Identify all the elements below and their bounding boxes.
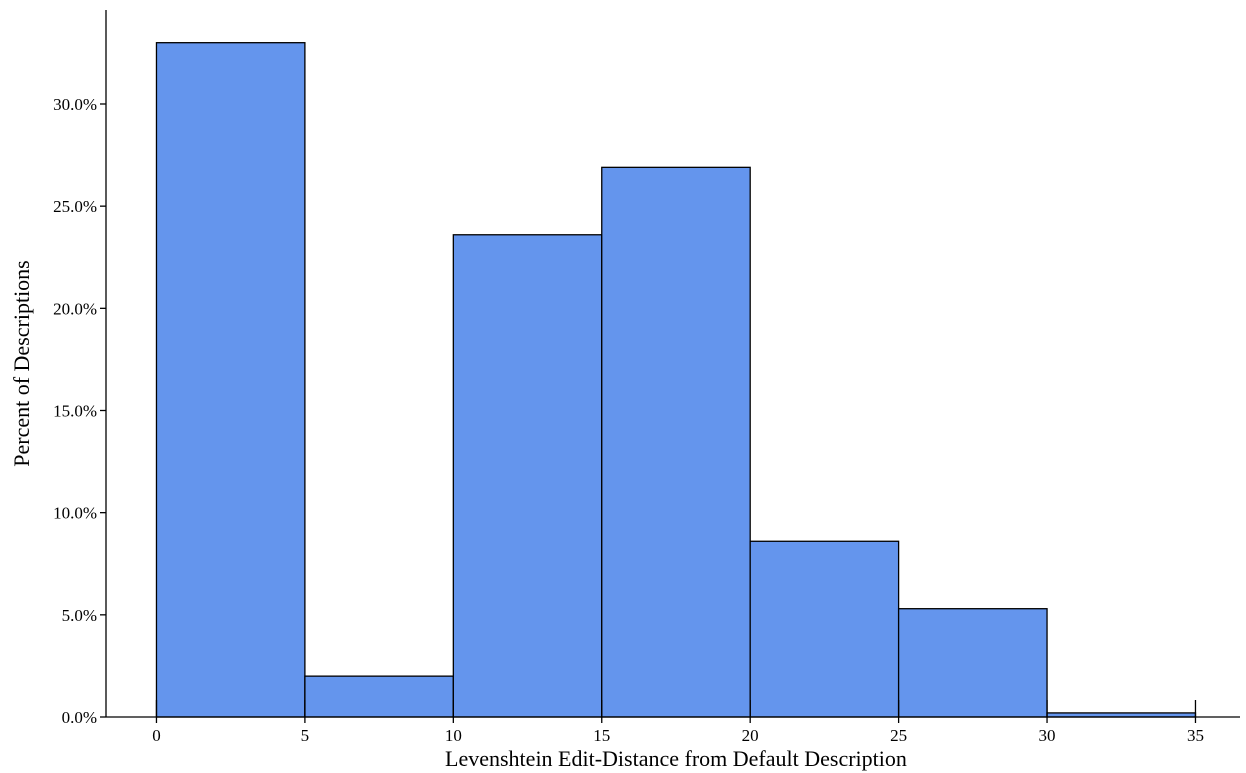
x-tick-label: 5 <box>301 726 310 745</box>
bars-group <box>155 42 1197 718</box>
x-ticks-group: 0 5 10 15 20 25 30 35 <box>152 700 1204 745</box>
y-tick-label: 5.0% <box>62 606 97 625</box>
y-tick-label: 15.0% <box>53 401 97 420</box>
y-tick-label: 30.0% <box>53 95 97 114</box>
x-tick-label: 10 <box>445 726 462 745</box>
y-axis-title: Percent of Descriptions <box>9 260 34 467</box>
y-tick-label: 25.0% <box>53 197 97 216</box>
x-tick-label: 30 <box>1039 726 1056 745</box>
y-tick-label: 20.0% <box>53 299 97 318</box>
y-tick-label: 10.0% <box>53 504 97 523</box>
x-tick-label: 0 <box>152 726 161 745</box>
x-axis-title: Levenshtein Edit-Distance from Default D… <box>445 746 907 771</box>
x-tick-label: 15 <box>593 726 610 745</box>
x-tick-label: 25 <box>890 726 907 745</box>
axes-group <box>105 10 1240 718</box>
bar-5-10 <box>304 675 454 718</box>
bar-25-30 <box>897 608 1048 718</box>
bar-20-25 <box>749 540 900 718</box>
bar-0-5 <box>155 42 306 718</box>
bar-10-15 <box>452 234 603 718</box>
bar-15-20 <box>601 166 751 718</box>
x-tick-label: 20 <box>742 726 759 745</box>
y-tick-label: 0.0% <box>62 708 97 727</box>
y-ticks-group: 0.0% 5.0% 10.0% 15.0% 20.0% 25.0% 30.0% <box>53 95 106 727</box>
x-tick-label: 35 <box>1187 726 1204 745</box>
